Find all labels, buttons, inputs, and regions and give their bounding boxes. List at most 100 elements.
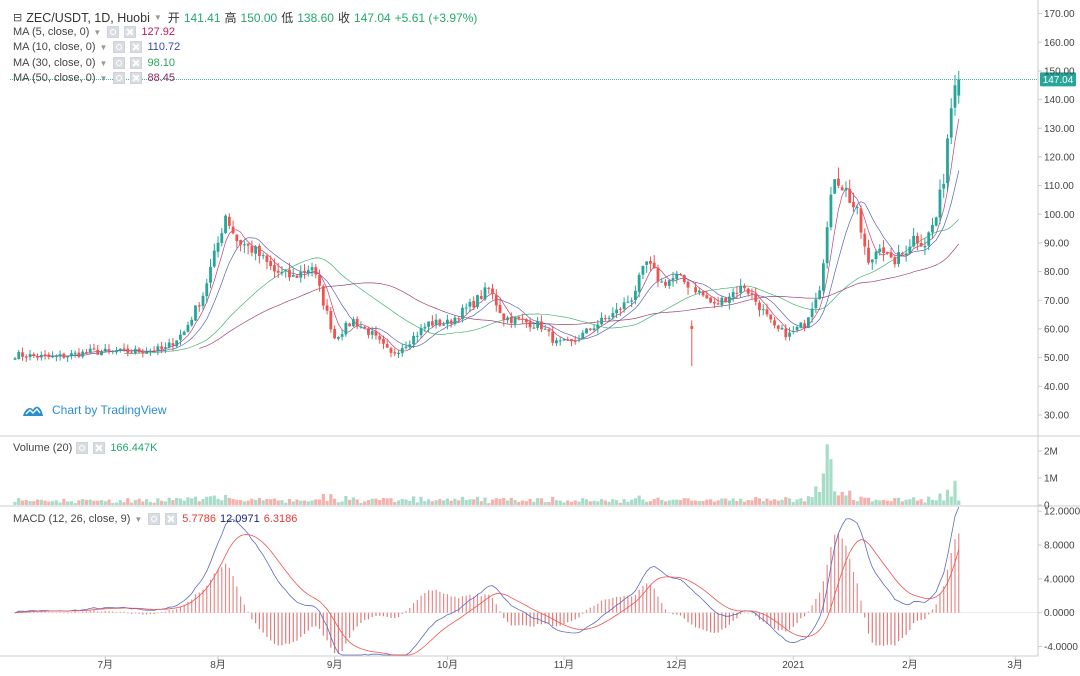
volume-bar[interactable] bbox=[532, 501, 536, 505]
macd-histogram-bar[interactable] bbox=[424, 592, 426, 613]
candle[interactable] bbox=[156, 343, 160, 356]
volume-bar[interactable] bbox=[938, 493, 942, 505]
candle[interactable] bbox=[897, 244, 900, 267]
candle[interactable] bbox=[551, 325, 555, 346]
volume-bar[interactable] bbox=[197, 501, 201, 505]
macd-histogram-bar[interactable] bbox=[905, 612, 907, 635]
volume-bar[interactable] bbox=[791, 502, 795, 505]
macd-histogram-bar[interactable] bbox=[661, 603, 663, 613]
volume-bar[interactable] bbox=[460, 496, 465, 505]
macd-histogram-bar[interactable] bbox=[540, 612, 542, 625]
macd-histogram-bar[interactable] bbox=[130, 612, 133, 614]
candle[interactable] bbox=[126, 344, 130, 357]
volume-bar[interactable] bbox=[265, 499, 269, 505]
chevron-down-icon[interactable]: ▼ bbox=[93, 27, 102, 37]
volume-bar[interactable] bbox=[904, 499, 908, 505]
candle[interactable] bbox=[859, 205, 863, 239]
volume-bar[interactable] bbox=[310, 500, 314, 505]
volume-bar[interactable] bbox=[393, 502, 397, 505]
macd-histogram-bar[interactable] bbox=[194, 594, 197, 613]
macd-histogram-bar[interactable] bbox=[792, 612, 794, 628]
volume-bar[interactable] bbox=[475, 496, 480, 505]
macd-histogram-bar[interactable] bbox=[567, 612, 569, 623]
volume-bar[interactable] bbox=[836, 495, 841, 505]
macd-histogram-bar[interactable] bbox=[352, 612, 354, 631]
volume-bar[interactable] bbox=[122, 502, 126, 505]
macd-histogram-bar[interactable] bbox=[318, 612, 321, 629]
volume-bar[interactable] bbox=[190, 498, 194, 505]
macd-histogram-bar[interactable] bbox=[412, 603, 415, 613]
candle[interactable] bbox=[671, 271, 675, 287]
volume-bar[interactable] bbox=[348, 499, 352, 505]
candle[interactable] bbox=[927, 231, 931, 251]
volume-bar[interactable] bbox=[39, 499, 43, 505]
macd-histogram-bar[interactable] bbox=[360, 612, 362, 623]
volume-bar[interactable] bbox=[848, 490, 852, 505]
volume-bar[interactable] bbox=[160, 500, 164, 505]
volume-bar[interactable] bbox=[118, 500, 122, 505]
macd-histogram-bar[interactable] bbox=[886, 612, 888, 645]
macd-histogram-bar[interactable] bbox=[958, 533, 960, 613]
candle[interactable] bbox=[690, 320, 694, 367]
volume-bar[interactable] bbox=[942, 500, 946, 505]
candle[interactable] bbox=[491, 283, 494, 300]
candle[interactable] bbox=[17, 349, 21, 360]
volume-bar[interactable] bbox=[295, 499, 299, 505]
candle[interactable] bbox=[303, 263, 306, 279]
candle[interactable] bbox=[739, 278, 743, 298]
macd-histogram-bar[interactable] bbox=[18, 610, 20, 613]
volume-bar[interactable] bbox=[472, 499, 476, 505]
candle[interactable] bbox=[649, 256, 652, 271]
volume-bar[interactable] bbox=[678, 500, 683, 505]
candle[interactable] bbox=[697, 288, 701, 296]
macd-histogram-bar[interactable] bbox=[484, 594, 486, 613]
macd-histogram-bar[interactable] bbox=[63, 612, 65, 614]
macd-panel[interactable] bbox=[10, 506, 1038, 656]
candle[interactable] bbox=[878, 244, 882, 256]
candle[interactable] bbox=[321, 284, 325, 310]
candle[interactable] bbox=[182, 330, 186, 336]
candle[interactable] bbox=[622, 297, 626, 313]
volume-bar[interactable] bbox=[588, 501, 592, 505]
volume-bar[interactable] bbox=[581, 498, 585, 505]
macd-histogram-bar[interactable] bbox=[762, 612, 764, 622]
macd-histogram-bar[interactable] bbox=[255, 612, 257, 624]
macd-histogram-bar[interactable] bbox=[871, 612, 873, 643]
macd-histogram-bar[interactable] bbox=[638, 590, 640, 613]
volume-bar[interactable] bbox=[333, 498, 337, 505]
macd-histogram-bar[interactable] bbox=[841, 538, 843, 613]
volume-bar[interactable] bbox=[257, 497, 261, 505]
volume-bar[interactable] bbox=[287, 498, 292, 505]
volume-bar[interactable] bbox=[171, 500, 175, 505]
candle[interactable] bbox=[111, 350, 115, 355]
candle[interactable] bbox=[258, 243, 261, 264]
volume-bar[interactable] bbox=[787, 498, 792, 505]
volume-bar[interactable] bbox=[133, 500, 137, 505]
macd-histogram-bar[interactable] bbox=[924, 612, 926, 620]
macd-histogram-bar[interactable] bbox=[67, 612, 69, 614]
macd-histogram-bar[interactable] bbox=[202, 589, 204, 613]
macd-histogram-bar[interactable] bbox=[240, 596, 242, 613]
candle[interactable] bbox=[355, 316, 359, 330]
candle[interactable] bbox=[423, 322, 427, 332]
macd-histogram-bar[interactable] bbox=[702, 612, 704, 630]
volume-bar[interactable] bbox=[306, 501, 310, 505]
macd-histogram-bar[interactable] bbox=[694, 612, 697, 628]
candle[interactable] bbox=[731, 288, 735, 302]
macd-histogram-bar[interactable] bbox=[672, 612, 674, 615]
volume-bar[interactable] bbox=[363, 501, 367, 505]
macd-histogram-bar[interactable] bbox=[469, 594, 471, 613]
macd-histogram-bar[interactable] bbox=[217, 569, 219, 613]
macd-histogram-bar[interactable] bbox=[920, 612, 922, 620]
volume-bar[interactable] bbox=[449, 500, 453, 505]
volume-bar[interactable] bbox=[276, 500, 280, 505]
macd-histogram-bar[interactable] bbox=[623, 595, 625, 613]
close-icon[interactable] bbox=[130, 72, 143, 84]
volume-bar[interactable] bbox=[66, 501, 70, 505]
candle[interactable] bbox=[382, 335, 385, 350]
candle[interactable] bbox=[118, 348, 122, 353]
macd-histogram-bar[interactable] bbox=[518, 612, 520, 626]
macd-histogram-bar[interactable] bbox=[428, 590, 430, 613]
candle[interactable] bbox=[250, 240, 254, 257]
macd-histogram-bar[interactable] bbox=[777, 612, 779, 631]
